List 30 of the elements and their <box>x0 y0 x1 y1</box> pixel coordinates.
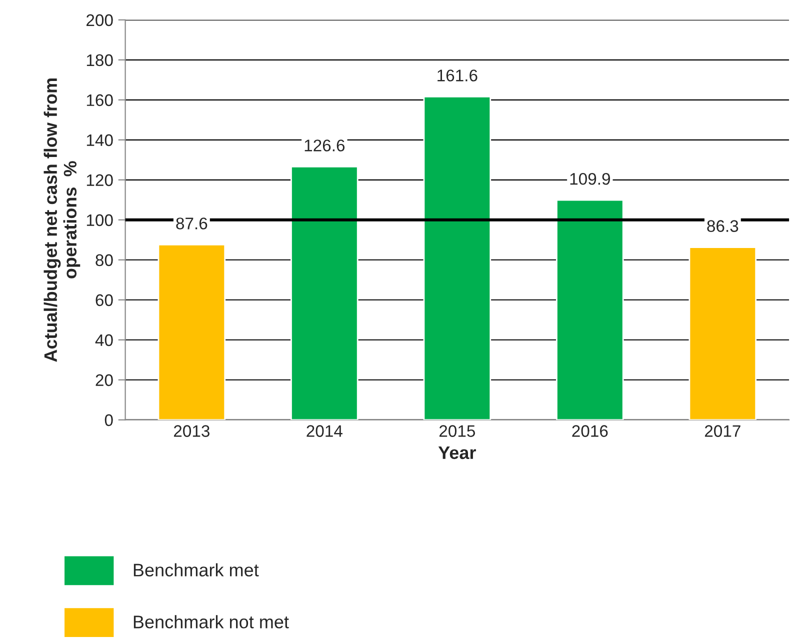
y-tick-label: 180 <box>86 54 113 66</box>
x-tick-label: 2016 <box>572 425 608 437</box>
y-tick-label: 0 <box>104 414 113 426</box>
legend-label: Benchmark not met <box>134 615 289 628</box>
y-axis-title: Actual/budget net cash flow from operations % <box>44 78 80 362</box>
data-label: 109.9 <box>570 172 610 185</box>
data-label: 87.6 <box>176 218 208 230</box>
y-tick-label: 120 <box>86 174 113 186</box>
y-tick-label: 60 <box>96 294 113 306</box>
x-axis-title: Year <box>438 446 476 460</box>
y-tick-label: 100 <box>86 214 113 226</box>
bar <box>158 244 226 420</box>
y-tick-label: 200 <box>86 14 113 26</box>
data-label: 86.3 <box>707 220 738 232</box>
data-label: 161.6 <box>438 70 478 82</box>
bar <box>290 166 358 420</box>
bar <box>556 199 624 420</box>
x-tick-label: 2013 <box>174 425 210 437</box>
y-tick-label: 40 <box>95 334 113 346</box>
data-label: 126.6 <box>304 140 345 152</box>
legend-label: Benchmark met <box>134 563 259 576</box>
x-tick-label: 2017 <box>704 425 740 437</box>
y-tick-label: 80 <box>96 254 113 266</box>
x-tick-label: 2014 <box>306 425 342 437</box>
y-tick-label: 20 <box>96 374 113 386</box>
y-tick-label: 160 <box>86 94 113 106</box>
bar <box>688 246 757 420</box>
bar <box>423 96 492 420</box>
y-tick-label: 140 <box>86 134 113 146</box>
x-tick-label: 2015 <box>439 425 476 437</box>
